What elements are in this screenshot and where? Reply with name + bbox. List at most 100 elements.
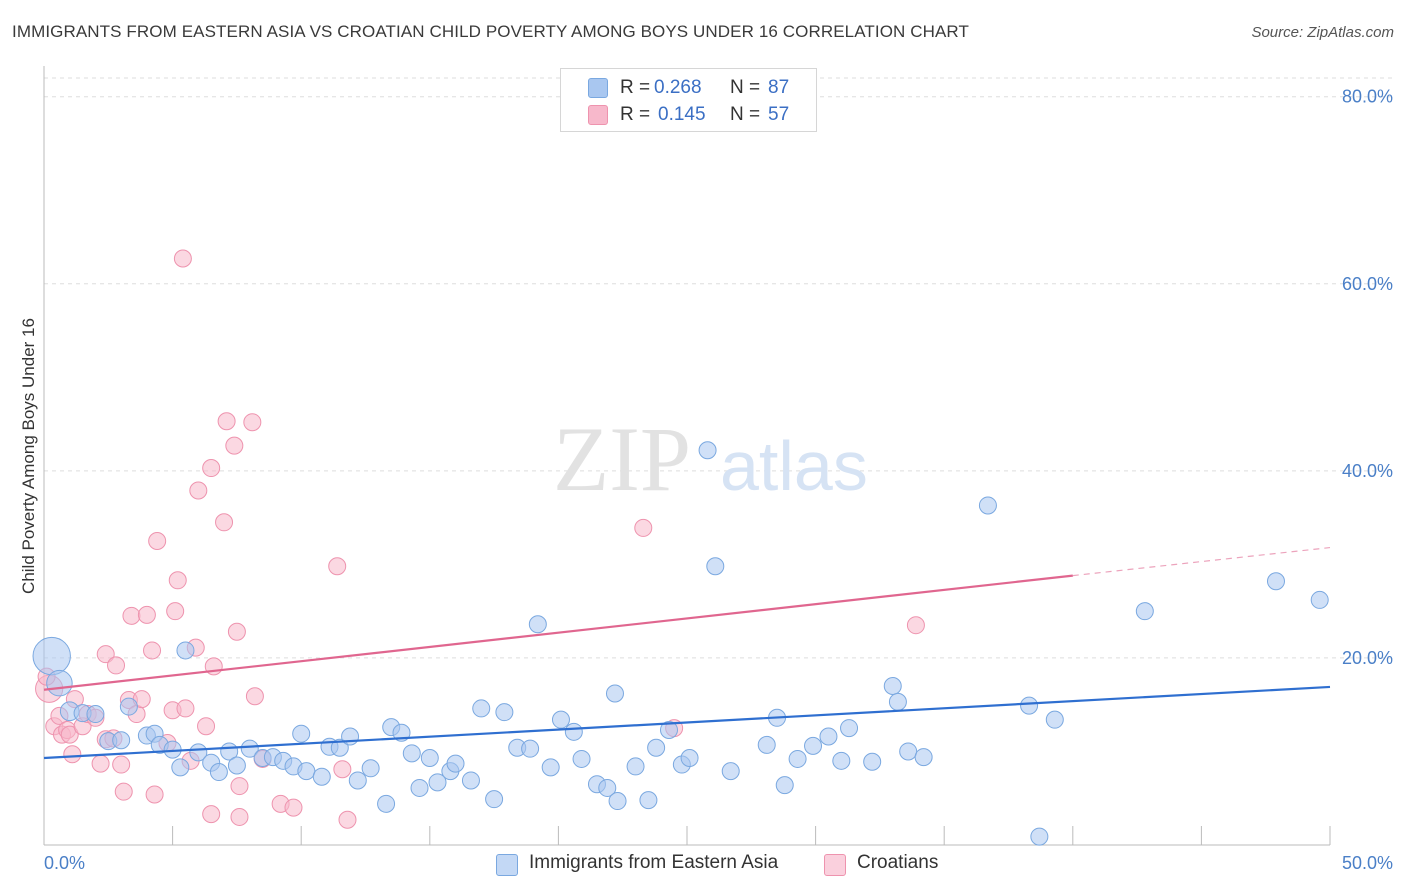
eastern-asia-point	[564, 722, 583, 741]
eastern-asia-point	[240, 739, 259, 758]
watermark-zip: ZIP	[553, 408, 691, 510]
eastern-asia-point	[840, 719, 859, 738]
croatians-point	[137, 605, 156, 624]
eastern-asia-point	[721, 762, 740, 781]
eastern-asia-point	[804, 736, 823, 755]
croatians-point	[215, 513, 234, 532]
eastern-asia-point	[541, 758, 560, 777]
y-tick-label: 80.0%	[1342, 87, 1393, 107]
legend-label: Immigrants from Eastern Asia	[529, 852, 779, 873]
croatians-point	[197, 717, 216, 736]
croatians-point	[63, 745, 82, 764]
croatians-point	[338, 810, 357, 829]
r-value: 0.268	[654, 77, 702, 98]
eastern-asia-point	[605, 684, 624, 703]
eastern-asia-point	[361, 759, 380, 778]
x-tick-label: 0.0%	[44, 853, 85, 873]
croatians-point	[906, 616, 925, 635]
tick-labels: 20.0% 40.0% 60.0% 80.0% 0.0% 50.0%	[44, 87, 1393, 873]
croatians-point	[227, 622, 246, 641]
stats-legend: R = 0.268 N = 87 R = 0.145 N = 57	[560, 68, 817, 132]
eastern-asia-point	[485, 790, 504, 809]
eastern-asia-point	[461, 771, 480, 790]
eastern-asia-point	[528, 615, 547, 634]
pink-swatch	[588, 105, 608, 125]
croatians-point	[230, 807, 249, 826]
croatians-point	[145, 785, 164, 804]
croatians-point	[112, 755, 131, 774]
eastern-asia-point	[775, 776, 794, 795]
croatians-point	[245, 687, 264, 706]
croatians-point	[122, 606, 141, 625]
eastern-asia-point	[639, 791, 658, 810]
watermark-atlas: atlas	[720, 427, 868, 505]
eastern-asia-point	[171, 758, 190, 777]
croatians-point	[333, 760, 352, 779]
eastern-asia-point	[757, 735, 776, 754]
eastern-asia-point	[1266, 572, 1285, 591]
eastern-asia-point	[899, 742, 918, 761]
eastern-asia-point	[1310, 590, 1329, 609]
eastern-asia-point	[377, 794, 396, 813]
croatians-point	[60, 725, 79, 744]
eastern-asia-point	[626, 757, 645, 776]
croatians-point	[243, 413, 262, 432]
y-axis-label: Child Poverty Among Boys Under 16	[19, 318, 38, 594]
y-tick-label: 20.0%	[1342, 648, 1393, 668]
croatians-point	[107, 656, 126, 675]
croatians-point	[114, 782, 133, 801]
n-value: 87	[768, 77, 790, 98]
eastern-asia-point	[978, 496, 997, 515]
eastern-asia-point	[32, 636, 71, 676]
croatians-point	[284, 798, 303, 817]
croatians-point	[168, 571, 187, 590]
eastern-asia-point	[420, 749, 439, 768]
eastern-asia-point	[659, 720, 678, 739]
eastern-asia-point	[402, 744, 421, 763]
eastern-asia-point	[1020, 696, 1039, 715]
chart-source: Source: ZipAtlas.com	[1251, 24, 1394, 41]
eastern-asia-point	[572, 749, 591, 768]
eastern-asia-point	[819, 727, 838, 746]
eastern-asia-point	[521, 739, 540, 758]
axes	[43, 66, 1331, 846]
croatians-point	[217, 412, 236, 431]
x-tick-label: 50.0%	[1342, 853, 1393, 873]
n-label: N =	[730, 104, 761, 125]
eastern-asia-point	[330, 738, 349, 757]
y-tick-label: 40.0%	[1342, 461, 1393, 481]
pink-swatch	[824, 854, 846, 876]
n-value: 57	[768, 104, 790, 125]
watermark: ZIP atlas	[553, 408, 868, 510]
legend-label: Croatians	[857, 852, 939, 873]
eastern-asia-point	[297, 762, 316, 781]
eastern-asia-point	[598, 778, 617, 797]
eastern-asia-point	[112, 731, 131, 750]
eastern-asia-point	[119, 697, 138, 716]
eastern-asia-point	[348, 771, 367, 790]
eastern-asia-point	[446, 754, 465, 773]
croatians-point	[173, 249, 192, 268]
eastern-asia-trend	[43, 685, 1331, 760]
trend-lines	[43, 546, 1331, 760]
eastern-asia-point	[1135, 602, 1154, 621]
eastern-asia-point	[495, 703, 514, 722]
blue-swatch	[496, 854, 518, 876]
eastern-asia-point	[832, 751, 851, 770]
n-label: N =	[730, 77, 761, 98]
croatians-point	[176, 699, 195, 718]
eastern-asia-point	[914, 748, 933, 767]
eastern-asia-point	[883, 676, 902, 695]
eastern-asia-point	[312, 767, 331, 786]
eastern-asia-point	[86, 705, 105, 724]
croatians-trend	[43, 574, 1073, 691]
eastern-asia-point	[176, 641, 195, 660]
croatians-point	[148, 532, 167, 551]
croatians-point	[202, 459, 221, 478]
eastern-asia-point	[46, 669, 73, 697]
croatians-point	[328, 557, 347, 576]
eastern-asia-point	[698, 441, 717, 460]
croatians-point	[634, 518, 653, 537]
eastern-asia-point	[428, 773, 447, 792]
